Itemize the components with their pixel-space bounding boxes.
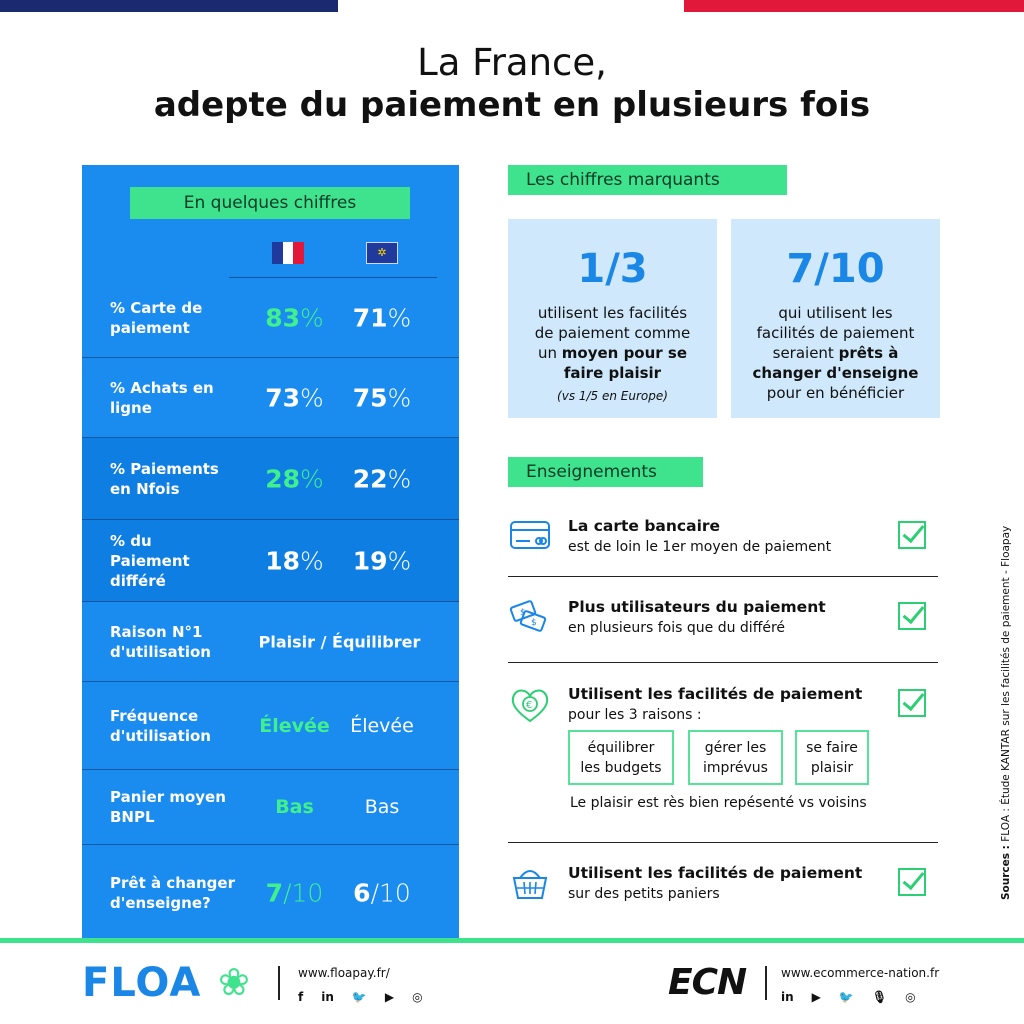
stat-row-pret: Prêt à changer d'enseigne? 7/10 6/10 [82,845,459,940]
check-icon [898,868,926,896]
divider [508,842,938,843]
card-big-number: 1/3 [577,246,648,292]
youtube-icon[interactable]: ▶ [811,990,821,1004]
instagram-icon[interactable]: ◎ [412,990,423,1004]
stat-row-raison: Raison N°1 d'utilisation Plaisir / Équil… [82,602,459,682]
row-label: % du Paiement différé [110,531,190,590]
ecn-social-links: in ▶ 🐦 🎙 ◎ [781,990,916,1004]
footer-separator [278,966,280,1000]
divider [508,662,938,663]
insight-title: La carte bancaire [568,517,721,535]
card-text: qui utilisent les facilités de paiement … [752,304,919,402]
insight-sub: sur des petits paniers [568,886,720,902]
fr-value: 73% [265,383,324,412]
fr-value: Bas [275,796,314,818]
reason-box: se faire plaisir [795,730,869,785]
floa-flower-icon: ❀ [218,960,250,1004]
stat-row-carte: % Carte de paiement 83% 71% [82,278,459,358]
ecn-logo[interactable]: ECN [668,962,747,1003]
footer-divider [0,938,1024,943]
insight-title: Plus utilisateurs du paiement [568,598,826,616]
eu-value: 19% [352,546,412,575]
stat-row-differe: % du Paiement différé 18% 19% [82,520,459,602]
chiffres-tag: Les chiffres marquants [508,165,787,195]
fr-value: 18% [265,546,324,575]
card-text: utilisent les facilités de paiement comm… [534,304,691,382]
floa-website-link[interactable]: www.floapay.fr/ [298,966,390,980]
eu-value: 6/10 [353,878,411,907]
floa-social-links: f in 🐦 ▶ ◎ [298,990,423,1004]
microphone-icon[interactable]: 🎙 [871,990,888,1004]
divider [229,277,437,278]
stat-row-achats: % Achats en ligne 73% 75% [82,358,459,438]
eu-value: 22% [352,464,412,493]
page-title: La France, adepte du paiement en plusieu… [0,42,1024,126]
eu-value: 71% [352,303,412,332]
check-icon [898,521,926,549]
insight-title: Utilisent les facilités de paiement [568,864,863,882]
france-flag-icon [272,242,305,264]
title-line-2: adepte du paiement en plusieurs fois [153,85,871,125]
twitter-icon[interactable]: 🐦 [838,990,854,1004]
stat-card-2: 7/10 qui utilisent les facilités de paie… [731,219,940,418]
stat-row-nfois: % Paiements en Nfois 28% 22% [82,438,459,520]
card-note: (vs 1/5 en Europe) [557,389,668,403]
stat-row-frequence: Fréquence d'utilisation Élevée Élevée [82,682,459,770]
linkedin-icon[interactable]: in [781,990,794,1004]
reason-box: équilibrer les budgets [568,730,674,785]
eu-value: Élevée [350,714,414,737]
insight-title: Utilisent les facilités de paiement [568,685,863,703]
top-bar-red [684,0,1024,12]
card-big-number: 7/10 [786,246,885,292]
title-line-1: La France, [417,41,607,84]
row-label: Panier moyen BNPL [110,788,226,826]
insight-sub: est de loin le 1er moyen de paiement [568,539,832,555]
panel-tag: En quelques chiffres [130,187,410,219]
shared-value: Plaisir / Équilibrer [258,632,421,651]
eu-value: 75% [352,383,412,412]
eu-flag-icon: ✲ [366,242,398,264]
reason-note: Le plaisir est rès bien repésenté vs voi… [570,795,867,811]
credit-card-icon [510,521,550,549]
insight-sub: en plusieurs fois que du différé [568,620,786,636]
floa-logo[interactable]: FLOA [82,960,202,1006]
linkedin-icon[interactable]: in [321,990,334,1004]
row-label: Raison N°1 d'utilisation [110,622,211,661]
reason-box: gérer les imprévus [688,730,783,785]
top-bar-blue [0,0,338,12]
fr-value: Élevée [259,714,330,737]
row-label: % Paiements en Nfois [110,459,219,498]
stats-panel: En quelques chiffres ✲ % Carte de paieme… [82,165,459,940]
enseignements-tag: Enseignements [508,457,703,487]
svg-text:$: $ [531,618,537,628]
row-label: Fréquence d'utilisation [110,706,211,745]
check-icon [898,602,926,630]
insight-sub: pour les 3 raisons : [568,707,702,723]
stat-card-1: 1/3 utilisent les facilités de paiement … [508,219,717,418]
check-icon [898,689,926,717]
facebook-icon[interactable]: f [298,990,304,1004]
basket-icon [512,870,548,899]
youtube-icon[interactable]: ▶ [384,990,395,1004]
svg-text:€: € [526,700,532,711]
source-note: Sources : FLOA : Étude KANTAR sur les fa… [1000,525,1012,900]
money-icon: $ $ [509,600,547,632]
footer-separator [765,966,767,1000]
fr-value: 83% [265,303,324,332]
heart-euro-icon: € [511,689,549,723]
ecn-website-link[interactable]: www.ecommerce-nation.fr [781,966,940,980]
row-label: % Carte de paiement [110,298,203,337]
row-label: Prêt à changer d'enseigne? [110,873,235,912]
divider [508,576,938,577]
instagram-icon[interactable]: ◎ [905,990,916,1004]
eu-value: Bas [364,796,400,818]
fr-value: 7/10 [265,878,324,907]
twitter-icon[interactable]: 🐦 [351,990,367,1004]
stat-row-panier: Panier moyen BNPL Bas Bas [82,770,459,845]
fr-value: 28% [265,464,324,493]
row-label: % Achats en ligne [110,378,214,417]
svg-text:$: $ [520,608,526,618]
